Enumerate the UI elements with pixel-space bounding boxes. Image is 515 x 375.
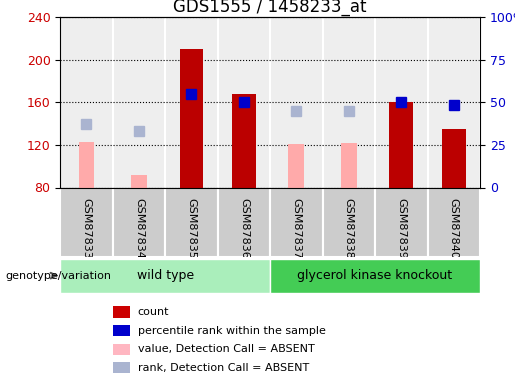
Bar bbox=[113, 306, 130, 318]
Text: GSM87835: GSM87835 bbox=[186, 198, 196, 259]
Bar bbox=[218, 188, 270, 257]
Text: rank, Detection Call = ABSENT: rank, Detection Call = ABSENT bbox=[138, 363, 309, 373]
Bar bbox=[232, 94, 255, 188]
Bar bbox=[113, 344, 130, 355]
Bar bbox=[288, 144, 304, 188]
Bar bbox=[113, 362, 130, 374]
Text: wild type: wild type bbox=[136, 269, 194, 282]
Bar bbox=[113, 188, 165, 257]
Text: GSM87833: GSM87833 bbox=[81, 198, 92, 259]
Bar bbox=[60, 259, 270, 292]
Text: GSM87840: GSM87840 bbox=[449, 198, 459, 259]
Text: GSM87837: GSM87837 bbox=[291, 198, 301, 259]
Text: percentile rank within the sample: percentile rank within the sample bbox=[138, 326, 325, 336]
Bar bbox=[341, 143, 357, 188]
Bar bbox=[131, 175, 147, 188]
Bar bbox=[322, 188, 375, 257]
Title: GDS1555 / 1458233_at: GDS1555 / 1458233_at bbox=[174, 0, 367, 16]
Text: GSM87836: GSM87836 bbox=[239, 198, 249, 259]
Text: value, Detection Call = ABSENT: value, Detection Call = ABSENT bbox=[138, 344, 314, 354]
Bar bbox=[60, 188, 113, 257]
Bar bbox=[270, 188, 322, 257]
Bar bbox=[389, 102, 413, 188]
Text: glycerol kinase knockout: glycerol kinase knockout bbox=[298, 269, 453, 282]
Text: GSM87834: GSM87834 bbox=[134, 198, 144, 259]
Text: count: count bbox=[138, 307, 169, 317]
Bar bbox=[180, 49, 203, 188]
Text: GSM87838: GSM87838 bbox=[344, 198, 354, 259]
Bar bbox=[165, 188, 218, 257]
Text: GSM87839: GSM87839 bbox=[396, 198, 406, 259]
Bar bbox=[442, 129, 466, 188]
Bar bbox=[427, 188, 480, 257]
Bar bbox=[270, 259, 480, 292]
Bar bbox=[79, 142, 94, 188]
Bar bbox=[375, 188, 427, 257]
Text: genotype/variation: genotype/variation bbox=[5, 271, 111, 280]
Bar bbox=[113, 325, 130, 336]
